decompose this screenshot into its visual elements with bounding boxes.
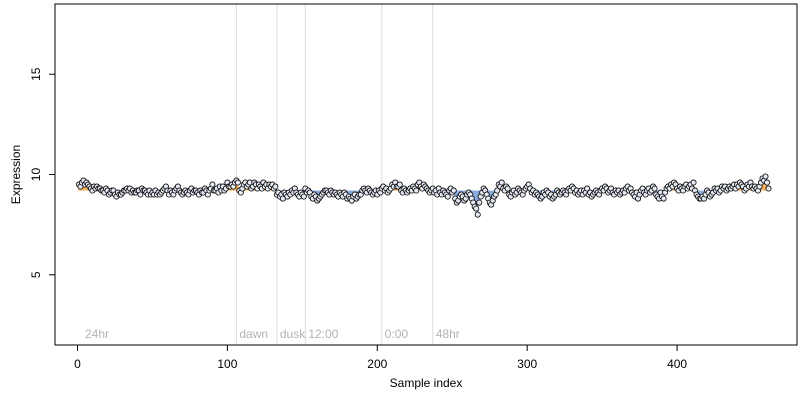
data-point bbox=[651, 185, 658, 192]
y-axis: 5 10 15 bbox=[29, 67, 56, 278]
data-point bbox=[234, 179, 241, 186]
annotation-guides bbox=[235, 4, 434, 345]
data-point bbox=[764, 179, 771, 186]
y-tick-label: 10 bbox=[29, 168, 43, 182]
deviation-bar bbox=[237, 182, 239, 191]
deviation-bar bbox=[454, 190, 456, 199]
data-point bbox=[498, 179, 505, 186]
x-axis-title: Sample index bbox=[390, 376, 463, 390]
data-point bbox=[450, 187, 457, 194]
data-point bbox=[504, 185, 511, 192]
data-point bbox=[137, 191, 144, 198]
x-tick-label: 400 bbox=[667, 357, 687, 371]
x-axis: 0 100 200 300 400 bbox=[74, 344, 687, 371]
data-point bbox=[765, 185, 772, 192]
annotation-label: 24hr bbox=[85, 327, 109, 341]
data-point bbox=[474, 211, 481, 218]
annotation-label: dusk bbox=[280, 327, 306, 341]
deviation-bar bbox=[475, 190, 477, 209]
annotation-label: 12:00 bbox=[308, 327, 338, 341]
y-tick-label: 15 bbox=[29, 67, 43, 81]
data-point bbox=[473, 205, 480, 212]
data-point bbox=[396, 181, 403, 188]
x-tick-label: 0 bbox=[74, 357, 81, 371]
y-axis-title: Expression bbox=[9, 145, 23, 204]
data-point bbox=[690, 179, 697, 186]
x-tick-label: 300 bbox=[517, 357, 537, 371]
deviation-bar bbox=[490, 190, 492, 205]
data-point bbox=[272, 183, 279, 190]
x-tick-label: 100 bbox=[217, 357, 237, 371]
deviation-bar bbox=[701, 190, 704, 197]
data-points bbox=[75, 173, 772, 218]
data-point bbox=[413, 187, 420, 194]
annotation-label: 0:00 bbox=[385, 327, 409, 341]
deviation-bar bbox=[417, 184, 419, 191]
deviation-bar bbox=[235, 180, 238, 191]
data-point bbox=[584, 185, 591, 192]
y-tick-label: 5 bbox=[29, 271, 43, 278]
plot-frame bbox=[54, 3, 798, 346]
annotation-label: dawn bbox=[239, 327, 268, 341]
deviation-bar bbox=[348, 190, 350, 197]
annotation-label: 48hr bbox=[436, 327, 460, 341]
deviation-bar bbox=[763, 180, 765, 191]
data-point bbox=[209, 181, 216, 188]
data-point bbox=[300, 193, 307, 200]
data-point bbox=[476, 199, 483, 206]
data-point bbox=[494, 187, 501, 194]
annotation-labels: 24hr dawn dusk 12:00 0:00 48hr bbox=[85, 327, 460, 341]
x-tick-label: 200 bbox=[367, 357, 387, 371]
deviation-bar bbox=[84, 184, 86, 191]
data-point bbox=[660, 195, 667, 202]
data-point bbox=[762, 173, 769, 180]
data-point bbox=[444, 193, 451, 200]
